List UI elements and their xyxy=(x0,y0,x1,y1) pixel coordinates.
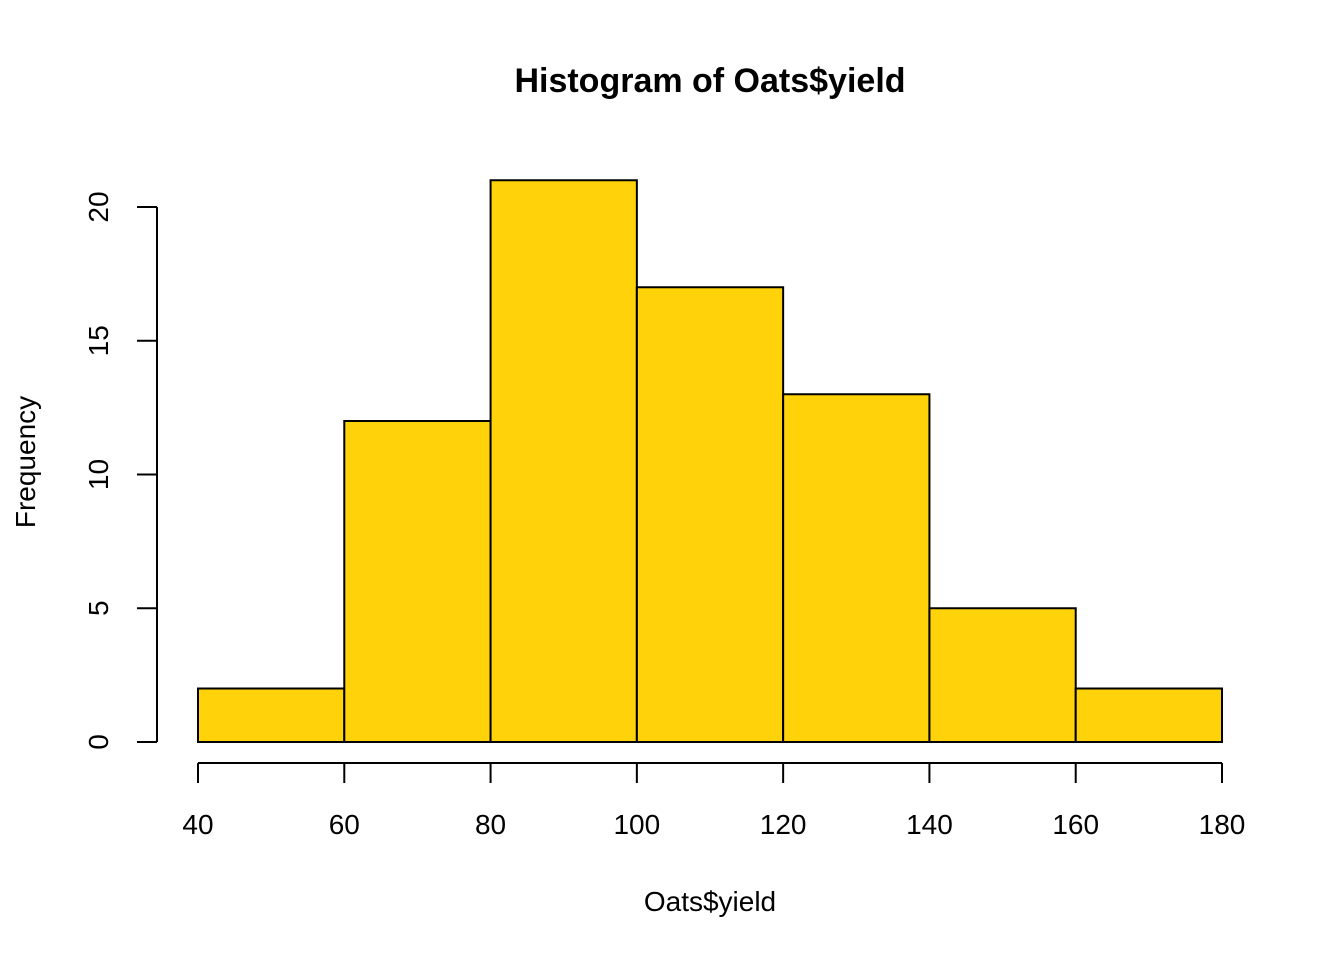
y-tick-label-20: 20 xyxy=(83,191,114,222)
x-tick-label-80: 80 xyxy=(475,809,506,840)
y-tick-label-15: 15 xyxy=(83,325,114,356)
x-axis-title: Oats$yield xyxy=(644,886,776,917)
x-tick-label-180: 180 xyxy=(1199,809,1246,840)
x-tick-label-60: 60 xyxy=(329,809,360,840)
y-axis: 0 5 10 15 20 xyxy=(83,191,158,750)
y-tick-label-10: 10 xyxy=(83,459,114,490)
x-tick-label-160: 160 xyxy=(1052,809,1099,840)
histogram-bar-100-120 xyxy=(635,286,785,743)
histogram-bar-140-160 xyxy=(928,607,1077,743)
bars-group xyxy=(197,179,1223,743)
x-tick-label-120: 120 xyxy=(760,809,807,840)
histogram-bar-60-80 xyxy=(343,420,492,743)
x-tick-label-40: 40 xyxy=(182,809,213,840)
histogram-bar-80-100 xyxy=(489,179,638,743)
y-tick-label-0: 0 xyxy=(83,734,114,750)
y-axis-title: Frequency xyxy=(10,396,41,528)
chart-title: Histogram of Oats$yield xyxy=(514,62,905,100)
histogram-bar-40-60 xyxy=(197,687,346,743)
histogram-bar-160-180 xyxy=(1074,687,1223,743)
x-axis: 40 60 80 100 120 140 160 180 xyxy=(182,762,1246,840)
y-tick-label-5: 5 xyxy=(83,600,114,616)
x-tick-label-100: 100 xyxy=(613,809,660,840)
histogram-bar-120-140 xyxy=(782,393,931,743)
x-tick-label-140: 140 xyxy=(906,809,953,840)
